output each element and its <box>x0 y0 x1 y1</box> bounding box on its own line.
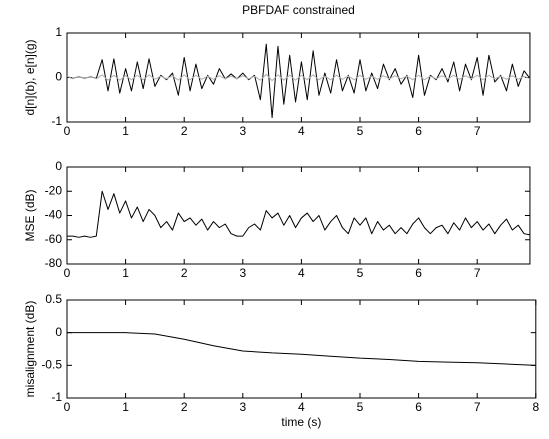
x-tick-label: 6 <box>415 124 422 138</box>
x-axis-label: time (s) <box>281 415 321 429</box>
y-axis-label: misalignment (dB) <box>23 301 37 398</box>
data-line <box>66 73 531 82</box>
x-tick-label: 7 <box>474 124 481 138</box>
x-tick-label: 8 <box>532 400 539 414</box>
data-line <box>67 332 536 366</box>
x-tick-label: 7 <box>474 266 481 280</box>
x-tick-label: 1 <box>122 400 129 414</box>
x-tick-label: 0 <box>64 124 71 138</box>
x-tick-label: 2 <box>181 124 188 138</box>
y-tick-label: 0 <box>55 325 62 339</box>
x-tick-label: 3 <box>239 124 246 138</box>
y-tick-label: -80 <box>45 256 63 270</box>
x-tick-label: 0 <box>64 400 71 414</box>
x-tick-label: 5 <box>357 400 364 414</box>
x-tick-label: 5 <box>357 266 364 280</box>
y-axis-label: MSE (dB) <box>23 189 37 241</box>
y-tick-label: -20 <box>45 183 63 197</box>
y-tick-label: -60 <box>45 232 63 246</box>
data-line <box>66 43 531 119</box>
data-line <box>67 190 531 238</box>
x-tick-label: 4 <box>298 400 305 414</box>
y-tick-label: 0 <box>55 159 62 173</box>
y-axis-label: d[n](b), e[n](g) <box>23 39 37 115</box>
x-tick-label: 3 <box>239 400 246 414</box>
y-tick-label: 0.5 <box>45 292 62 306</box>
x-tick-label: 7 <box>474 400 481 414</box>
y-tick-label: 0 <box>55 70 62 84</box>
chart-title: PBFDAF constrained <box>242 3 355 17</box>
y-tick-label: -1 <box>51 390 62 404</box>
x-tick-label: 6 <box>415 400 422 414</box>
y-tick-label: -1 <box>51 114 62 128</box>
y-tick-label: -0.5 <box>41 358 62 372</box>
x-tick-label: 1 <box>122 266 129 280</box>
subplot: misalignment (dB) time (s) 0 1 2 3 4 5 6 7 8 -1 -0.5… <box>23 292 539 429</box>
x-tick-label: 3 <box>239 266 246 280</box>
x-tick-label: 4 <box>298 124 305 138</box>
x-tick-label: 2 <box>181 266 188 280</box>
x-tick-label: 1 <box>122 124 129 138</box>
plot-area <box>66 299 537 399</box>
subplot: MSE (dB) 0 1 2 3 4 5 6 7 -80 -60 -40 -20 0 <box>23 159 531 280</box>
subplot: PBFDAF constrained d[n](b), e[n](g) 0 1 2 3 4 5… <box>23 3 531 138</box>
x-tick-label: 6 <box>415 266 422 280</box>
x-tick-label: 5 <box>357 124 364 138</box>
plot-area <box>66 166 531 265</box>
y-tick-label: 1 <box>55 25 62 39</box>
y-tick-label: -40 <box>45 208 63 222</box>
x-tick-label: 4 <box>298 266 305 280</box>
x-tick-label: 0 <box>64 266 71 280</box>
x-tick-label: 2 <box>181 400 188 414</box>
